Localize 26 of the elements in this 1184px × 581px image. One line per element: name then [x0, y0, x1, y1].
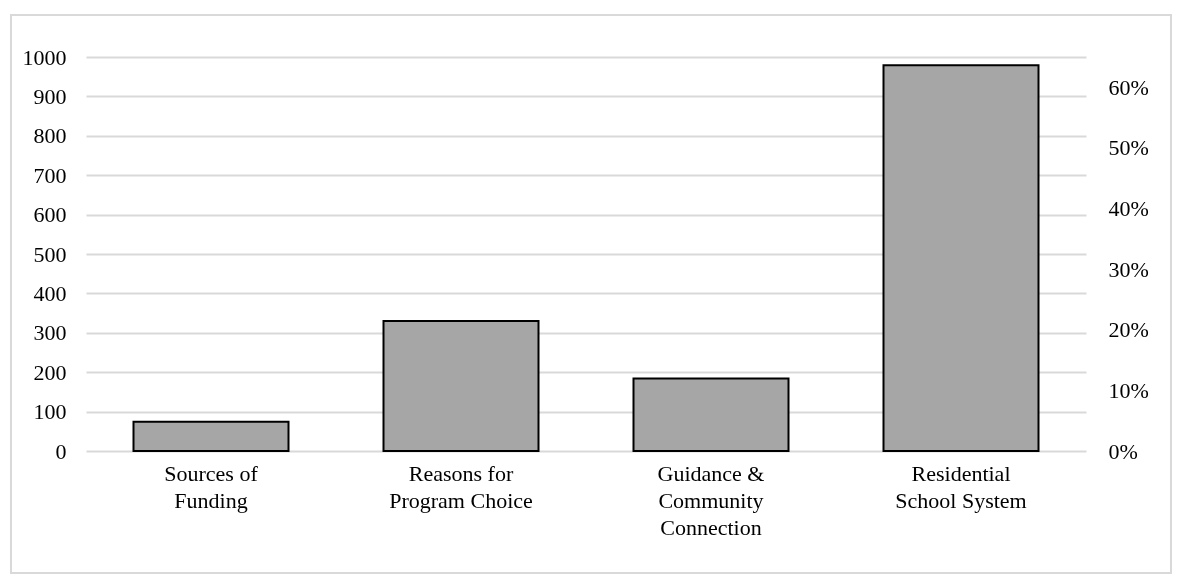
- y2-tick-label: 50%: [1108, 135, 1149, 161]
- y-tick-label: 700: [33, 162, 67, 188]
- y-tick-label: 1000: [22, 44, 67, 70]
- x-tick-label: Sources of Funding: [164, 460, 259, 513]
- y-tick-label: 800: [33, 123, 67, 149]
- x-tick-label: Residential School System: [895, 460, 1027, 513]
- bar: [132, 420, 290, 452]
- y2-tick-label: 60%: [1108, 74, 1149, 100]
- y-tick-label: 400: [33, 280, 67, 306]
- y-tick-label: 900: [33, 83, 67, 109]
- y2-tick-label: 10%: [1108, 377, 1149, 403]
- bar: [882, 64, 1040, 452]
- y2-tick-label: 30%: [1108, 256, 1149, 282]
- y-tick-label: 300: [33, 320, 67, 346]
- y2-tick-label: 0%: [1108, 438, 1138, 464]
- y2-tick-label: 20%: [1108, 317, 1149, 343]
- y-tick-label: 600: [33, 202, 67, 228]
- y-tick-label: 500: [33, 241, 67, 267]
- bar: [382, 319, 540, 452]
- y-tick-label: 0: [55, 438, 67, 464]
- y-tick-label: 100: [33, 399, 67, 425]
- x-tick-label: Guidance & Community Connection: [657, 460, 765, 540]
- x-tick-label: Reasons for Program Choice: [389, 460, 533, 513]
- bar: [632, 377, 790, 452]
- y-tick-label: 200: [33, 359, 67, 385]
- y2-tick-label: 40%: [1108, 196, 1149, 222]
